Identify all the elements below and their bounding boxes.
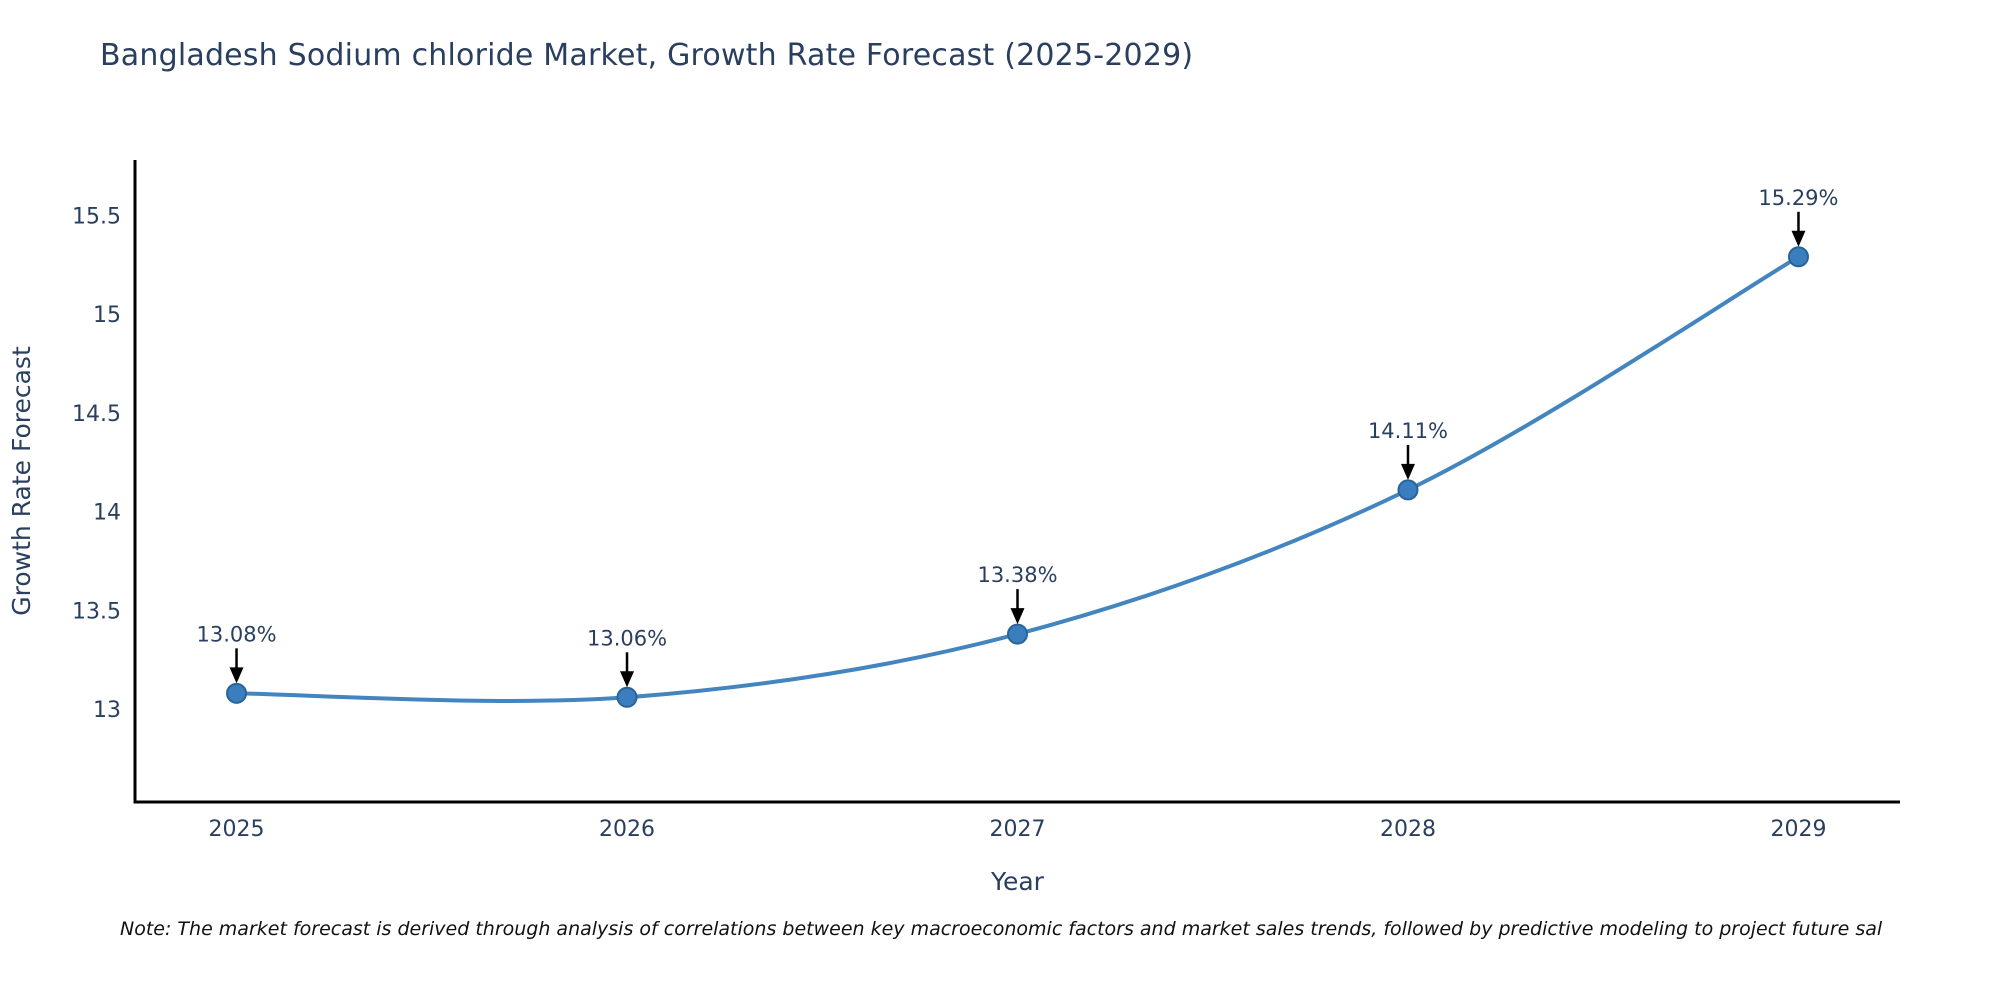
y-tick-label: 15 [93, 303, 121, 328]
x-tick-label: 2029 [1770, 817, 1826, 842]
annotation-label: 13.06% [587, 626, 667, 650]
y-tick-label: 13 [93, 698, 121, 723]
y-tick-label: 14.5 [72, 402, 121, 427]
annotation-label: 13.08% [196, 622, 276, 646]
y-tick-label: 14 [93, 501, 121, 526]
data-point-marker-2025 [226, 682, 248, 704]
x-tick-label: 2025 [209, 817, 265, 842]
data-point-marker-2028 [1397, 479, 1419, 501]
x-tick-label: 2027 [990, 817, 1046, 842]
data-point-marker-2029 [1787, 246, 1809, 268]
annotation-arrowhead [620, 671, 635, 688]
y-tick-label: 13.5 [72, 599, 121, 624]
y-tick-label: 15.5 [72, 204, 121, 229]
x-axis-title: Year [990, 867, 1045, 896]
x-tick-label: 2028 [1380, 817, 1436, 842]
annotation-label: 14.11% [1368, 419, 1448, 443]
data-point-marker-2027 [1007, 623, 1028, 645]
data-point-marker-2026 [616, 686, 638, 708]
footnote: Note: The market forecast is derived thr… [120, 918, 1883, 940]
x-tick-label: 2026 [599, 817, 655, 842]
annotation-label: 13.38% [977, 563, 1057, 587]
annotation-arrowhead [1791, 230, 1806, 247]
y-axis-title: Growth Rate Forecast [7, 346, 36, 616]
annotation-arrowhead [1010, 608, 1025, 625]
annotation-arrowhead [229, 667, 244, 684]
chart-title: Bangladesh Sodium chloride Market, Growt… [100, 38, 1194, 73]
annotation-label: 15.29% [1758, 186, 1838, 210]
annotation-arrowhead [1400, 463, 1415, 480]
